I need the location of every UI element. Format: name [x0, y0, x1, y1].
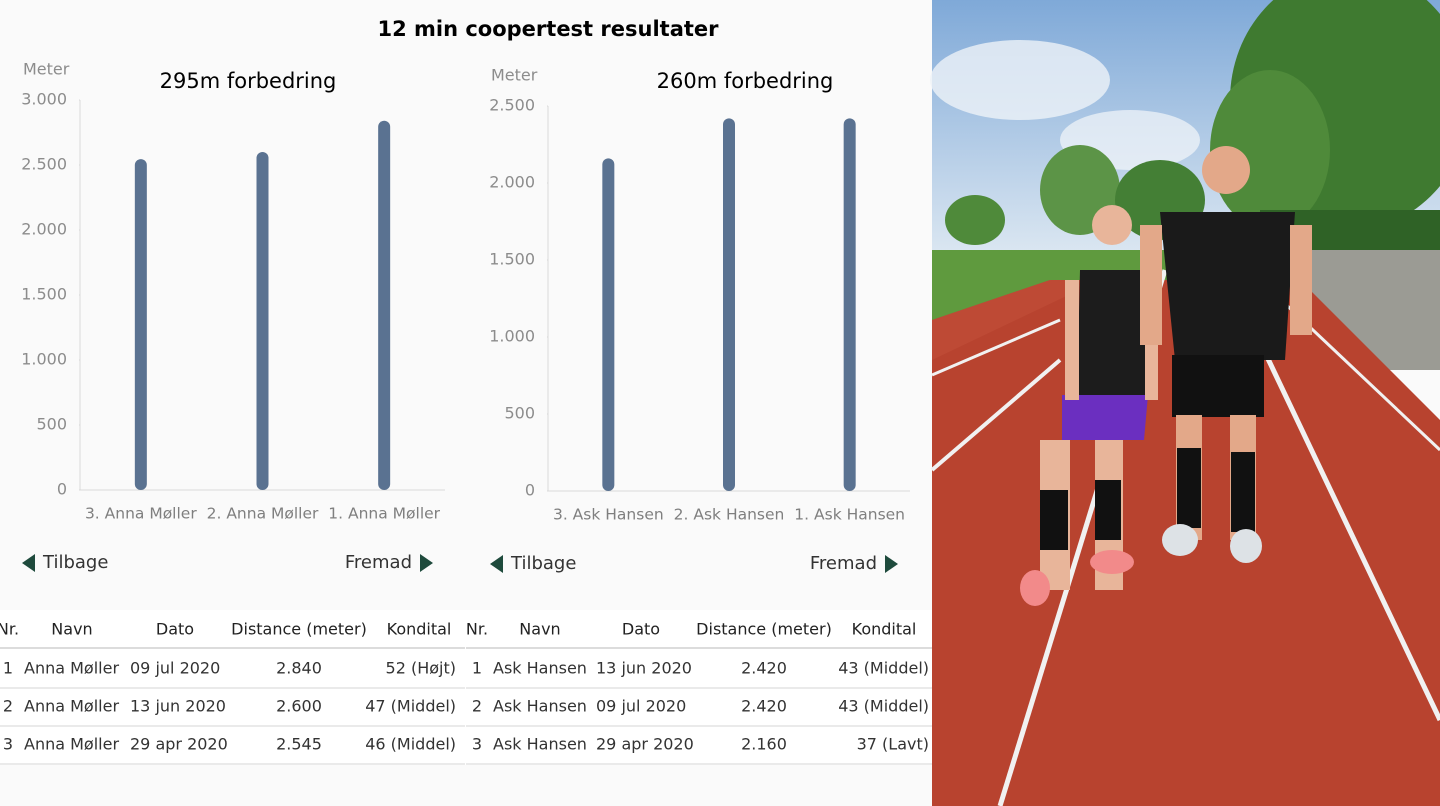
- bar: [602, 158, 615, 492]
- chart-title: 295m forbedring: [160, 69, 337, 93]
- table-cell: 13 jun 2020: [596, 659, 692, 678]
- table-cell: 37 (Lavt): [857, 735, 929, 754]
- x-tick-label: 3. Ask Hansen: [553, 506, 664, 524]
- y-tick-label: 2.500: [21, 155, 67, 174]
- table-cell: Anna Møller: [24, 735, 119, 754]
- table-cell: 43 (Middel): [838, 697, 929, 716]
- x-tick-label: 1. Ask Hansen: [794, 506, 905, 524]
- table-cell: 13 jun 2020: [130, 697, 226, 716]
- column-header: Distance (meter): [696, 620, 832, 639]
- table-cell: Ask Hansen: [493, 735, 587, 754]
- y-tick-label: 500: [504, 404, 535, 423]
- bar: [256, 152, 269, 490]
- table-cell: 29 apr 2020: [130, 735, 228, 754]
- y-axis-label: Meter: [491, 66, 538, 85]
- table-cell: 43 (Middel): [838, 659, 929, 678]
- back-arrow[interactable]: [490, 555, 503, 573]
- y-tick-label: 500: [36, 415, 67, 434]
- table-cell: Ask Hansen: [493, 659, 587, 678]
- table-cell: Ask Hansen: [493, 697, 587, 716]
- table-cell: 09 jul 2020: [130, 659, 220, 678]
- y-tick-label: 1.000: [489, 327, 535, 346]
- bar: [723, 118, 735, 491]
- column-header: Dato: [156, 620, 194, 639]
- bar: [843, 118, 856, 491]
- photo: [930, 0, 1440, 806]
- y-tick-label: 0: [525, 481, 535, 500]
- forward-button[interactable]: Fremad: [810, 553, 877, 574]
- chart-title: 260m forbedring: [657, 69, 834, 93]
- column-header: Distance (meter): [231, 620, 367, 639]
- bar: [134, 159, 147, 490]
- table-cell: 2.420: [741, 659, 787, 678]
- table-cell: 3: [3, 735, 13, 754]
- table-cell: 3: [472, 735, 482, 754]
- table-cell: Anna Møller: [24, 697, 119, 716]
- table-cell: 2: [3, 697, 13, 716]
- y-tick-label: 2.500: [489, 96, 535, 115]
- x-tick-label: 2. Ask Hansen: [674, 506, 785, 524]
- table-cell: 2.545: [276, 735, 322, 754]
- y-tick-label: 1.500: [489, 250, 535, 269]
- column-header: Navn: [519, 620, 560, 639]
- table-cell: 2.840: [276, 659, 322, 678]
- y-tick-label: 0: [57, 480, 67, 499]
- table-cell: 46 (Middel): [365, 735, 456, 754]
- y-tick-label: 3.000: [21, 90, 67, 109]
- table-cell: 2.600: [276, 697, 322, 716]
- x-tick-label: 3. Anna Møller: [85, 505, 197, 523]
- table-cell: 29 apr 2020: [596, 735, 694, 754]
- y-tick-label: 2.000: [21, 220, 67, 239]
- y-tick-label: 1.500: [21, 285, 67, 304]
- column-header: Kondital: [387, 620, 452, 639]
- table-cell: 1: [472, 659, 482, 678]
- table-cell: Anna Møller: [24, 659, 119, 678]
- column-header: Dato: [622, 620, 660, 639]
- column-header: Nr.: [0, 620, 19, 639]
- column-header: Navn: [51, 620, 92, 639]
- back-button[interactable]: Tilbage: [510, 553, 576, 574]
- forward-arrow[interactable]: [420, 554, 433, 572]
- y-tick-label: 1.000: [21, 350, 67, 369]
- x-tick-label: 1. Anna Møller: [328, 505, 440, 523]
- table-cell: 2.420: [741, 697, 787, 716]
- forward-arrow[interactable]: [885, 555, 898, 573]
- table-cell: 2.160: [741, 735, 787, 754]
- forward-button[interactable]: Fremad: [345, 552, 412, 573]
- column-header: Nr.: [466, 620, 488, 639]
- table-cell: 52 (Højt): [386, 659, 456, 678]
- back-arrow[interactable]: [22, 554, 35, 572]
- table-cell: 47 (Middel): [365, 697, 456, 716]
- page-title: 12 min coopertest resultater: [377, 17, 719, 41]
- table-cell: 2: [472, 697, 482, 716]
- y-tick-label: 2.000: [489, 173, 535, 192]
- table-cell: 09 jul 2020: [596, 697, 686, 716]
- table-cell: 1: [3, 659, 13, 678]
- column-header: Kondital: [852, 620, 917, 639]
- bar: [378, 120, 391, 491]
- x-tick-label: 2. Anna Møller: [207, 505, 319, 523]
- y-axis-label: Meter: [23, 60, 70, 79]
- back-button[interactable]: Tilbage: [42, 552, 108, 573]
